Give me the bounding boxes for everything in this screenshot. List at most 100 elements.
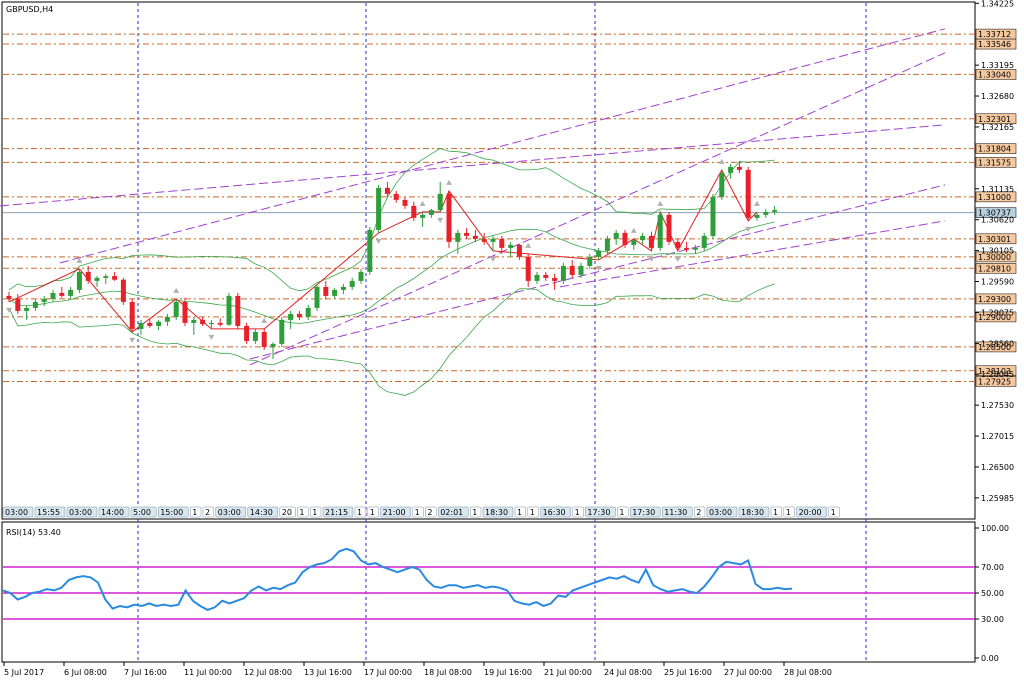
session-tag-label: 15:55 (37, 508, 60, 517)
fractal-up-marker (419, 200, 426, 206)
session-tag-label: 15:00 (160, 508, 183, 517)
level-tag (975, 113, 1017, 125)
candle-body (252, 331, 258, 341)
fractal-up-marker (718, 158, 725, 164)
vertical-separators (137, 3, 867, 660)
candle-body (402, 199, 408, 206)
session-tag-label: 02:01 (440, 508, 463, 517)
session-tag (279, 506, 296, 518)
session-tag (514, 506, 527, 518)
candle-body (490, 238, 496, 242)
session-tag-label: 21:00 (383, 508, 406, 517)
price-tick-label: 1.34225 (981, 0, 1014, 8)
session-tag (482, 506, 514, 518)
session-tag-label: 20 (282, 508, 292, 517)
time-tick-label: 19 Jul 16:00 (484, 668, 532, 677)
price-pane-frame (1, 1, 976, 520)
session-tag (367, 506, 379, 518)
candle-body (675, 241, 681, 248)
level-tag-label: 1.31575 (978, 158, 1011, 167)
candle-body (226, 295, 232, 325)
level-tag-label: 1.29810 (978, 264, 1011, 273)
candle-body (411, 205, 417, 218)
session-tag (202, 506, 215, 518)
candle-body (244, 325, 250, 341)
session-tag-label: 1 (530, 508, 535, 517)
price-tick-label: 1.27530 (981, 401, 1014, 410)
session-tag-label: 21:15 (325, 508, 348, 517)
candle-body (666, 214, 672, 242)
candle-body (191, 319, 197, 323)
time-tick-label: 7 Jul 16:00 (124, 668, 167, 677)
candle-body (261, 331, 267, 347)
level-tag (975, 233, 1017, 245)
level-tag (975, 157, 1017, 168)
time-tick-label: 17 Jul 00:00 (364, 668, 412, 677)
session-tag-label: 20:00 (799, 508, 822, 517)
session-tag (412, 506, 424, 518)
time-tick-label: 18 Jul 08:00 (424, 668, 472, 677)
level-tag (975, 38, 1017, 50)
level-tag-label: 1.33546 (978, 40, 1011, 49)
candle-body (596, 250, 602, 257)
session-time-tags: 03:00 15:55 03:00 14:00 5:00 15:00 1 2 03:00 14:3… (2, 506, 840, 518)
level-tag (975, 376, 1017, 387)
candle-body (6, 295, 12, 299)
fractal-markers (6, 158, 760, 343)
price-axis: 1.34225 1.33195 1.32680 1.32165 1.31135 1.306… (975, 0, 1014, 503)
candle-body (587, 256, 593, 266)
candle-body (323, 286, 329, 296)
rsi-tick-label: 30.00 (981, 615, 1004, 624)
session-tag (247, 506, 279, 518)
candle-body (120, 279, 126, 302)
candle-body (332, 289, 338, 296)
candle-body (499, 238, 505, 248)
session-tag (322, 506, 354, 518)
time-tick-label: 12 Jul 08:00 (244, 668, 292, 677)
candle-body (305, 307, 311, 317)
session-tag (828, 506, 840, 518)
chart-title: GBPUSD,H4 (6, 5, 53, 14)
level-tag-label: 1.28500 (978, 343, 1011, 352)
level-tag-label: 1.31000 (978, 193, 1011, 202)
fractal-down-marker (490, 256, 496, 262)
candle-body (648, 235, 654, 248)
candle-body (754, 214, 760, 218)
session-tag-label: 1 (192, 508, 197, 517)
level-tag (975, 263, 1017, 274)
session-tag (130, 506, 157, 518)
session-tag-label: 16:30 (543, 508, 566, 517)
fractal-up-marker (446, 179, 452, 185)
level-tag-label: 1.28103 (978, 367, 1011, 376)
fractal-down-marker (208, 334, 215, 340)
price-tick-label: 1.32680 (981, 92, 1014, 101)
candle-body (59, 292, 65, 296)
time-tick-label: 6 Jul 08:00 (64, 668, 107, 677)
fractal-down-marker (674, 256, 681, 262)
zigzag-line (8, 168, 758, 333)
channel-line (249, 52, 946, 366)
candle-body (15, 298, 21, 311)
level-tag (975, 143, 1017, 154)
price-tick-label: 1.29590 (981, 278, 1014, 287)
session-tag-label: 14:00 (101, 508, 124, 517)
candle-body (464, 232, 470, 236)
candle-body (270, 343, 276, 347)
candle-body (138, 322, 144, 329)
candle-body (552, 277, 558, 281)
session-tag-label: 1 (357, 508, 362, 517)
candle-body (516, 244, 522, 257)
candle-body (217, 322, 223, 325)
price-tick-label: 1.30620 (981, 216, 1014, 225)
current-price-label: 1.30737 (978, 209, 1011, 218)
price-tick-label: 1.26500 (981, 463, 1014, 472)
candle-body (455, 232, 461, 242)
fractal-up-marker (630, 227, 637, 233)
fractal-up-marker (76, 257, 83, 263)
candle-body (340, 286, 346, 290)
candle-body (631, 240, 637, 245)
bollinger-lower (8, 283, 775, 396)
session-tag (215, 506, 247, 518)
candle-body (85, 271, 91, 281)
